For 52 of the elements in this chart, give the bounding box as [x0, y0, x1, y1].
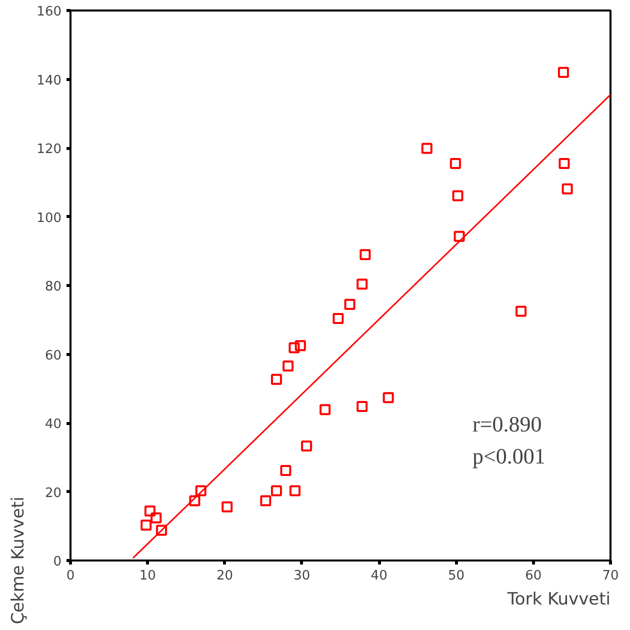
y-axis-title: Çekme Kuvveti: [8, 496, 29, 624]
point: [282, 360, 294, 372]
y-tick-label: 120: [36, 142, 62, 157]
x-axis-title: Tork Kuvveti: [506, 590, 611, 610]
point: [144, 506, 156, 516]
point: [558, 158, 570, 169]
point: [382, 392, 394, 404]
point: [195, 485, 206, 496]
x-tick-label: 40: [370, 568, 388, 584]
x-tick-label: 50: [448, 568, 464, 584]
point: [356, 401, 368, 412]
point: [562, 183, 573, 194]
y-tick-label: 60: [44, 348, 62, 364]
point: [270, 485, 282, 496]
y-tick-label: 140: [36, 73, 62, 88]
point: [320, 404, 331, 416]
point: [356, 278, 368, 290]
y-tick-label: 100: [36, 210, 62, 226]
y-tick-label: 0: [53, 554, 62, 570]
x-tick-label: 30: [294, 568, 310, 584]
y-tick-label: 20: [44, 486, 62, 501]
annotation: p<0.001: [472, 444, 546, 468]
point: [360, 249, 371, 260]
point: [140, 520, 152, 531]
point: [289, 485, 300, 496]
point: [156, 524, 168, 536]
point: [516, 306, 527, 317]
point: [450, 158, 461, 169]
y-tick-label: 80: [44, 280, 62, 294]
point: [294, 340, 306, 352]
x-tick-label: 10: [139, 568, 156, 584]
point: [150, 512, 162, 524]
x-tick-label: 60: [525, 568, 542, 584]
point: [452, 190, 464, 202]
point: [222, 501, 233, 512]
x-tick-label: 20: [216, 568, 234, 584]
point: [332, 313, 344, 324]
point: [270, 374, 282, 385]
y-tick-label: 160: [36, 4, 62, 20]
point: [558, 66, 569, 78]
point: [280, 464, 292, 476]
point: [421, 142, 432, 154]
point: [189, 495, 200, 506]
point: [454, 230, 465, 242]
annotation: r=0.890: [472, 412, 542, 436]
x-tick-label: 70: [602, 568, 619, 584]
point: [301, 440, 312, 452]
y-tick-label: 40: [44, 417, 62, 432]
point: [260, 495, 272, 506]
point: [288, 342, 300, 354]
x-tick-label: 0: [66, 568, 75, 584]
point: [344, 298, 356, 310]
